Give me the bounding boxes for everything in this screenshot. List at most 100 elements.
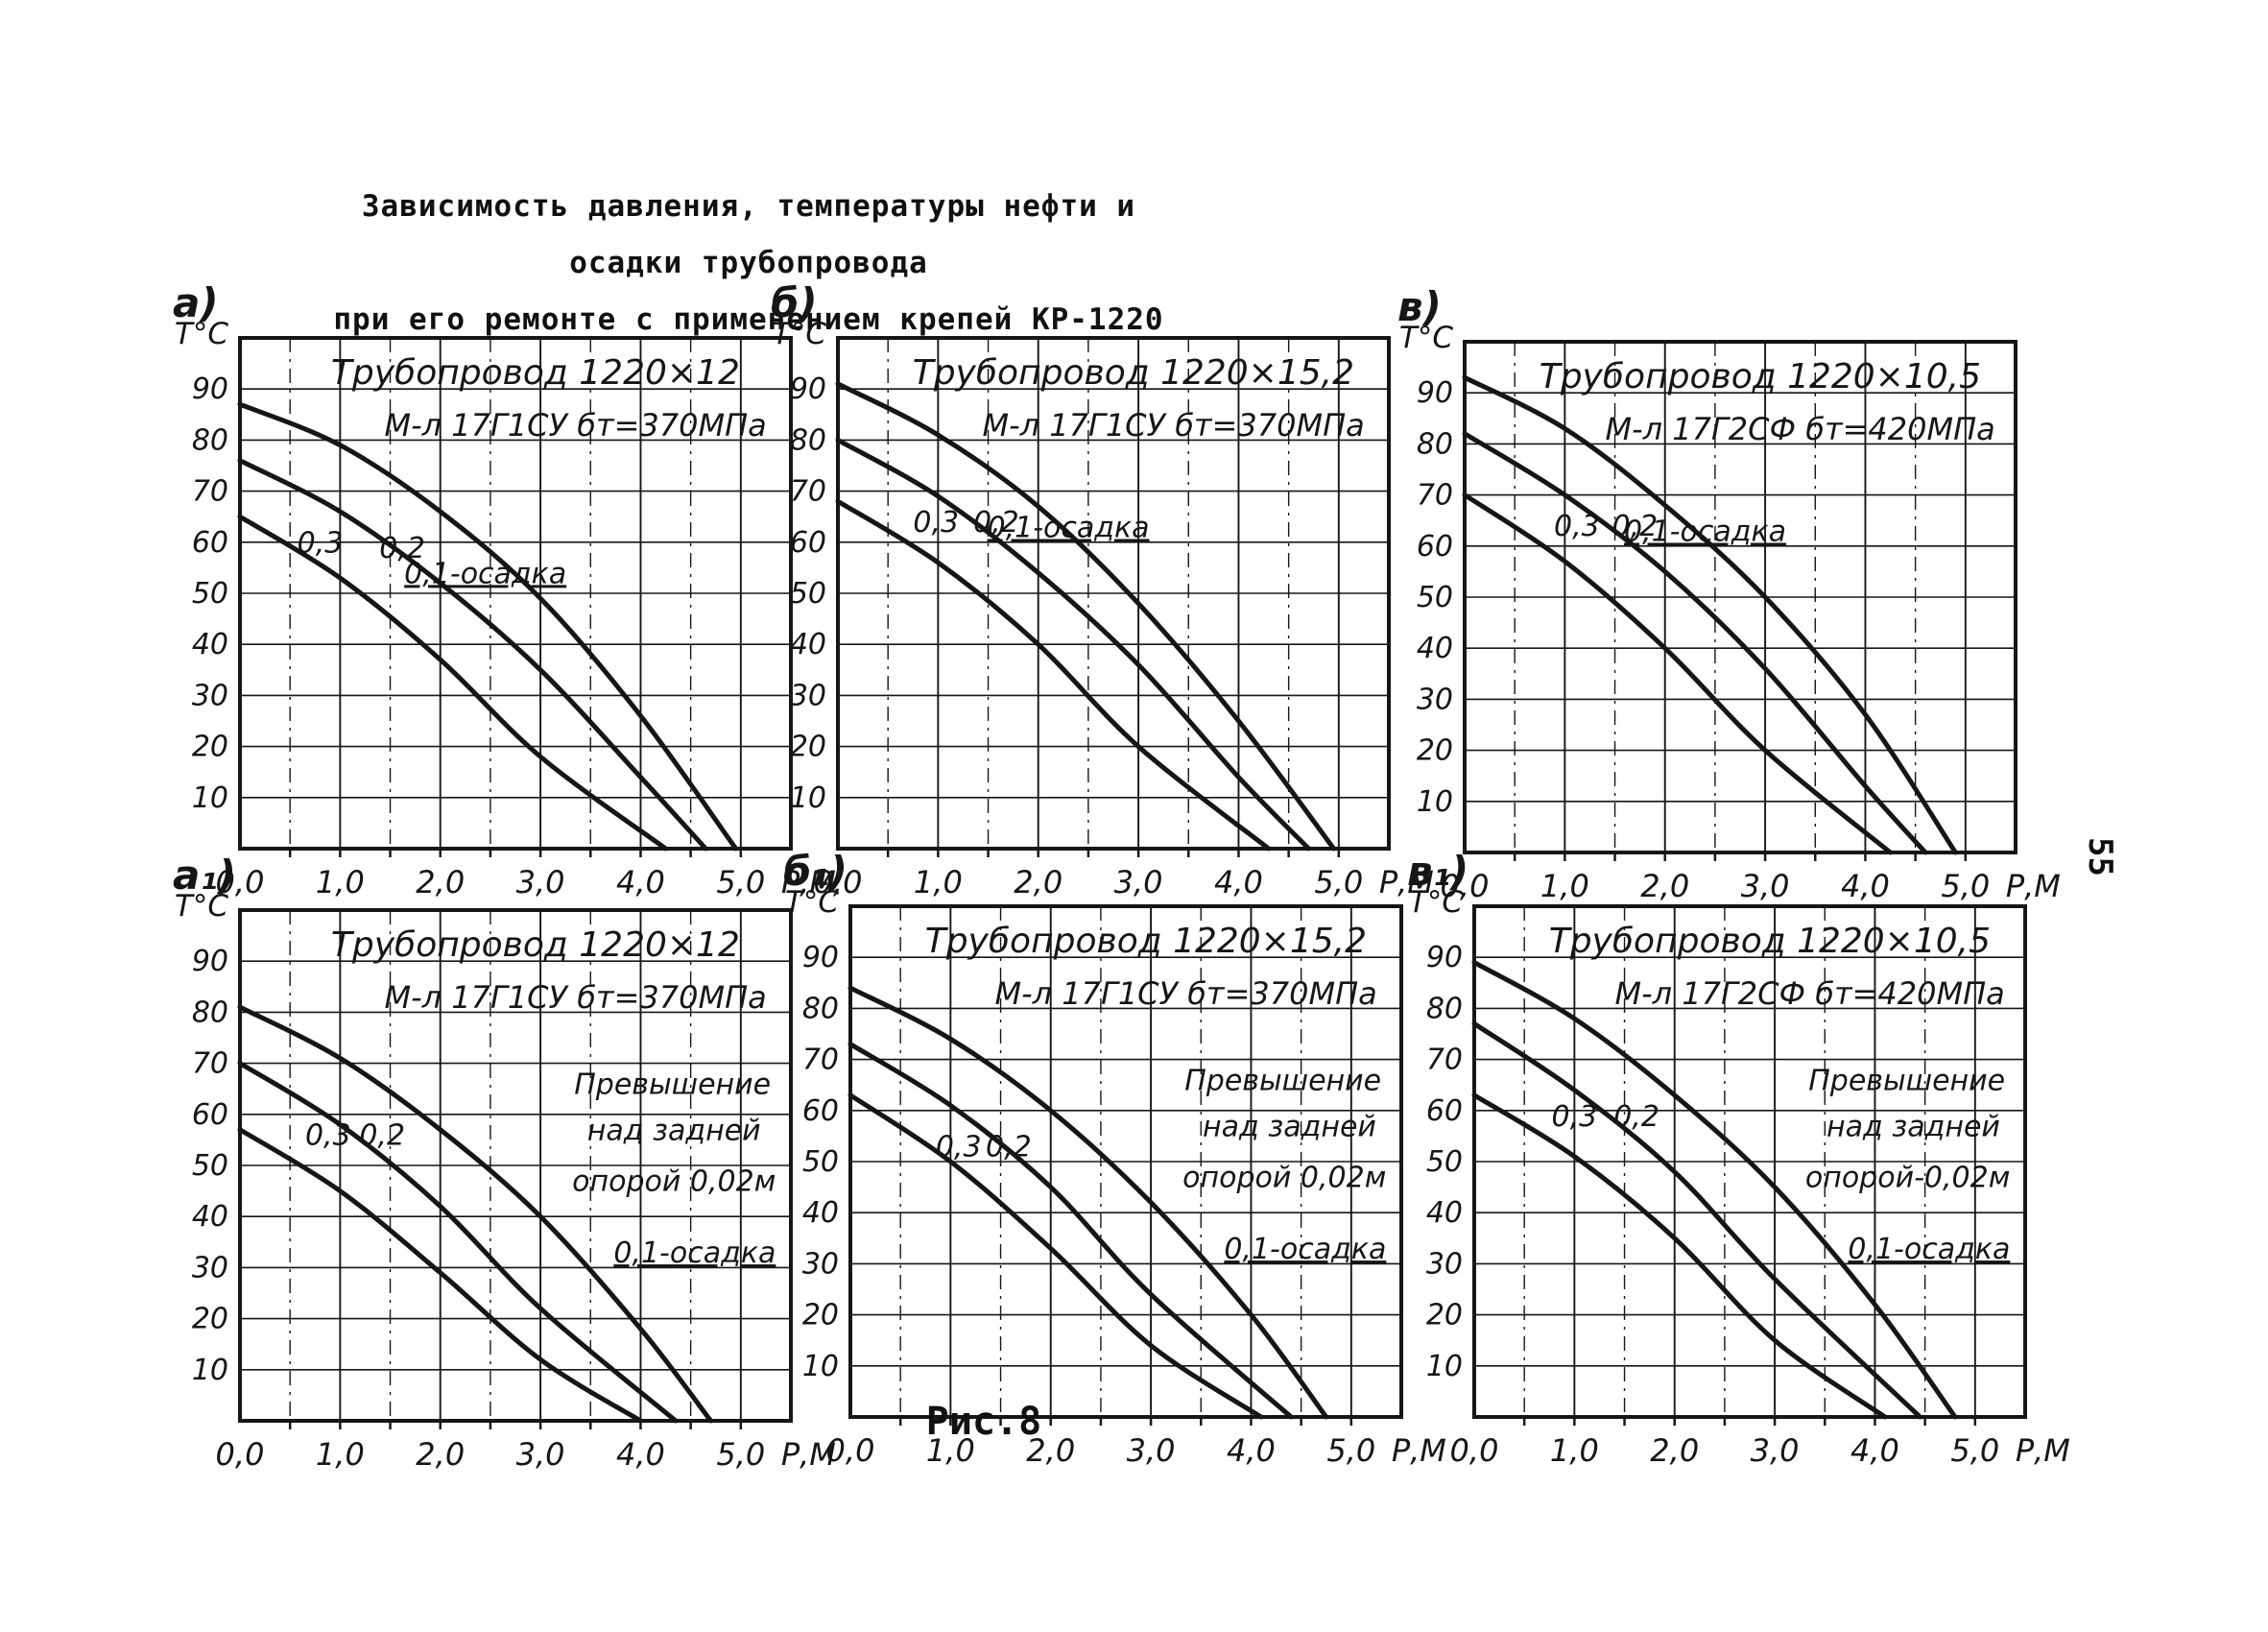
svg-text:80: 80 <box>192 423 228 457</box>
svg-text:Р,МПа: Р,МПа <box>1379 864 1435 900</box>
svg-text:Р,МПа: Р,МПа <box>2016 1432 2071 1469</box>
svg-text:в): в) <box>1397 283 1442 330</box>
chart-panel-a1: 90 80 70 60 50 40 30 20 10 0,0 1,0 2,0 3,0 4,0 5,0 Р,МП… <box>165 849 837 1494</box>
chart-panel-a: 90 80 70 60 50 40 30 20 10 0,0 1,0 2,0 3,0 4,0 5,0 Р,МП… <box>165 276 837 922</box>
svg-text:2,0: 2,0 <box>416 864 465 900</box>
page-title: Зависимость давления, температуры нефти … <box>317 179 1181 348</box>
svg-text:5,0: 5,0 <box>1941 868 1990 904</box>
svg-text:50: 50 <box>192 1149 228 1183</box>
svg-text:в₁): в₁) <box>1407 848 1468 895</box>
page-title-line2: при его ремонте с применением крепей КР-… <box>333 301 1164 337</box>
svg-text:0,0: 0,0 <box>1441 868 1490 904</box>
svg-text:Р,МПа: Р,МПа <box>1392 1432 1447 1469</box>
chart-svg-b: 90 80 70 60 50 40 30 20 10 0,0 1,0 2,0 3,0 4,0 5,0 Р,МП… <box>771 279 1435 900</box>
svg-text:20: 20 <box>802 1299 839 1332</box>
svg-text:опорой 0,02м: опорой 0,02м <box>572 1165 776 1199</box>
svg-text:0,3: 0,3 <box>305 1119 351 1153</box>
svg-text:0,2: 0,2 <box>379 532 425 565</box>
svg-text:М-л 17Г1СУ бт=370МПа: М-л 17Г1СУ бт=370МПа <box>994 975 1376 1012</box>
svg-text:30: 30 <box>192 679 228 712</box>
svg-text:80: 80 <box>1417 427 1453 461</box>
svg-text:Т°С: Т°С <box>773 317 826 351</box>
svg-text:80: 80 <box>1426 992 1463 1025</box>
svg-text:40: 40 <box>1417 632 1453 665</box>
svg-text:90: 90 <box>790 372 826 406</box>
svg-text:М-л 17Г2СФ бт=420МПа: М-л 17Г2СФ бт=420МПа <box>1614 975 2004 1012</box>
chart-svg-a1: 90 80 70 60 50 40 30 20 10 0,0 1,0 2,0 3,0 4,0 5,0 Р,МП… <box>173 852 837 1473</box>
svg-text:Т°С: Т°С <box>1399 321 1453 355</box>
chart-panel-v1: 90 80 70 60 50 40 30 20 10 0,0 1,0 2,0 3,0 4,0 5,0 Р,МП… <box>1399 845 2071 1490</box>
svg-text:70: 70 <box>802 1044 839 1077</box>
svg-text:Трубопровод 1220×15,2: Трубопровод 1220×15,2 <box>913 353 1354 393</box>
svg-text:над задней: над задней <box>1826 1110 2000 1143</box>
svg-text:Трубопровод 1220×12: Трубопровод 1220×12 <box>331 925 740 965</box>
svg-text:Превышение: Превышение <box>574 1068 771 1102</box>
chart-panel-b: 90 80 70 60 50 40 30 20 10 0,0 1,0 2,0 3,0 4,0 5,0 Р,МП… <box>763 276 1435 922</box>
svg-text:90: 90 <box>802 941 839 974</box>
svg-text:2,0: 2,0 <box>416 1436 465 1473</box>
svg-text:5,0: 5,0 <box>1326 1432 1375 1469</box>
svg-text:0,2: 0,2 <box>359 1119 405 1153</box>
svg-text:4,0: 4,0 <box>616 1436 665 1473</box>
svg-text:Т°С: Т°С <box>785 885 839 920</box>
svg-text:20: 20 <box>790 731 826 764</box>
svg-text:Трубопровод 1220×10,5: Трубопровод 1220×10,5 <box>1540 357 1981 396</box>
svg-text:10: 10 <box>790 781 826 815</box>
svg-text:60: 60 <box>1417 530 1453 564</box>
svg-text:40: 40 <box>192 1200 228 1234</box>
svg-text:Р,МПа: Р,МПа <box>781 1436 837 1473</box>
svg-text:5,0: 5,0 <box>716 864 765 900</box>
chart-svg-b1: 90 80 70 60 50 40 30 20 10 0,0 1,0 2,0 3,0 4,0 5,0 Р,МП… <box>783 848 1447 1469</box>
figure-caption: Рис.8 <box>925 1400 1042 1444</box>
svg-text:1,0: 1,0 <box>1550 1432 1599 1469</box>
svg-text:0,2: 0,2 <box>973 506 1019 540</box>
svg-text:0,1-осадка: 0,1-осадка <box>1224 1233 1386 1266</box>
svg-text:40: 40 <box>1426 1196 1463 1230</box>
svg-text:20: 20 <box>192 731 228 764</box>
svg-text:0,3: 0,3 <box>298 526 344 560</box>
svg-text:0,0: 0,0 <box>826 1432 875 1469</box>
svg-text:20: 20 <box>1417 734 1453 768</box>
page-title-line1: Зависимость давления, температуры нефти … <box>361 189 1136 280</box>
svg-text:90: 90 <box>192 945 228 978</box>
svg-text:б): б) <box>771 279 818 326</box>
svg-text:10: 10 <box>192 781 228 815</box>
svg-text:60: 60 <box>1426 1094 1463 1128</box>
svg-text:Т°С: Т°С <box>175 889 228 924</box>
svg-text:Трубопровод 1220×10,5: Трубопровод 1220×10,5 <box>1549 922 1991 961</box>
svg-text:4,0: 4,0 <box>1841 868 1890 904</box>
svg-text:90: 90 <box>1426 941 1463 974</box>
svg-text:90: 90 <box>1417 376 1453 410</box>
svg-text:0,1-осадка: 0,1-осадка <box>613 1236 776 1270</box>
svg-text:4,0: 4,0 <box>1850 1432 1899 1469</box>
svg-text:60: 60 <box>790 526 826 560</box>
svg-text:Превышение: Превышение <box>1184 1065 1381 1098</box>
svg-text:40: 40 <box>790 628 826 661</box>
svg-text:0,0: 0,0 <box>814 864 863 900</box>
svg-text:70: 70 <box>790 475 826 509</box>
svg-text:4,0: 4,0 <box>616 864 665 900</box>
svg-text:0,0: 0,0 <box>216 864 265 900</box>
svg-text:20: 20 <box>1426 1299 1463 1332</box>
svg-text:0,1-осадка: 0,1-осадка <box>988 511 1150 544</box>
svg-text:40: 40 <box>802 1196 839 1230</box>
svg-text:Р,МПа: Р,МПа <box>781 864 837 900</box>
svg-text:1,0: 1,0 <box>914 864 963 900</box>
chart-panel-v: 90 80 70 60 50 40 30 20 10 0,0 1,0 2,0 3,0 4,0 5,0 Р,МП… <box>1390 280 2062 925</box>
svg-text:М-л 17Г1СУ бт=370МПа: М-л 17Г1СУ бт=370МПа <box>384 979 766 1016</box>
svg-text:0,3: 0,3 <box>1554 510 1600 543</box>
svg-text:60: 60 <box>192 1098 228 1132</box>
svg-text:2,0: 2,0 <box>1014 864 1062 900</box>
svg-text:Т°С: Т°С <box>1409 885 1463 920</box>
svg-text:3,0: 3,0 <box>516 1436 565 1473</box>
svg-text:70: 70 <box>1426 1044 1463 1077</box>
svg-text:0,3: 0,3 <box>936 1131 982 1164</box>
svg-text:над задней: над задней <box>1203 1110 1376 1143</box>
svg-text:1,0: 1,0 <box>316 864 365 900</box>
svg-text:0,1-осадка: 0,1-осадка <box>1624 515 1786 548</box>
svg-text:а): а) <box>173 279 219 326</box>
svg-text:б₁): б₁) <box>783 848 848 895</box>
svg-text:Трубопровод 1220×12: Трубопровод 1220×12 <box>331 353 740 393</box>
svg-text:М-л 17Г1СУ бт=370МПа: М-л 17Г1СУ бт=370МПа <box>982 407 1364 444</box>
svg-text:2,0: 2,0 <box>1640 868 1689 904</box>
